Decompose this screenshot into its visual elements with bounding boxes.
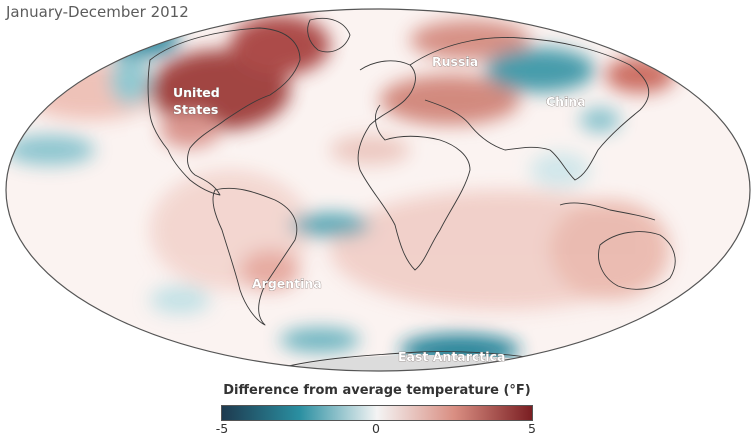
tick-min-label: -5 bbox=[215, 421, 229, 436]
label-china: China bbox=[546, 94, 586, 109]
tick-zero-label: 0 bbox=[372, 421, 380, 436]
label-united-states-line2: States bbox=[173, 102, 218, 117]
label-united-states-line1: United bbox=[173, 85, 220, 100]
australia-outline bbox=[598, 231, 676, 290]
asia-outline bbox=[409, 37, 650, 181]
label-argentina: Argentina bbox=[252, 276, 322, 291]
globe-border bbox=[5, 8, 751, 372]
tick-max-label: 5 bbox=[528, 421, 536, 436]
colorbar bbox=[221, 405, 533, 421]
greenland-outline bbox=[307, 17, 351, 53]
north-america-outline bbox=[147, 27, 301, 196]
antarctica-outline bbox=[279, 351, 561, 369]
continent-outlines bbox=[147, 17, 676, 369]
europe-africa-outline bbox=[357, 60, 471, 271]
legend-title: Difference from average temperature (°F) bbox=[223, 383, 531, 398]
indonesia-outline bbox=[559, 202, 656, 221]
world-temperature-map: United States Russia China Argentina Eas… bbox=[5, 8, 751, 372]
label-russia: Russia bbox=[432, 54, 478, 69]
south-america-outline bbox=[212, 187, 298, 326]
label-east-antarctica: East Antarctica bbox=[398, 349, 505, 364]
map-title: January-December 2012 bbox=[6, 3, 189, 21]
temperature-anomaly-field bbox=[6, 9, 750, 371]
